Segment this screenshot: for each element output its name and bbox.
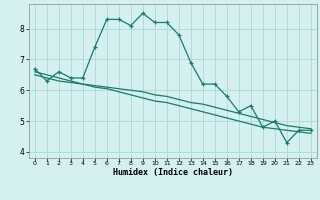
X-axis label: Humidex (Indice chaleur): Humidex (Indice chaleur) [113,168,233,177]
